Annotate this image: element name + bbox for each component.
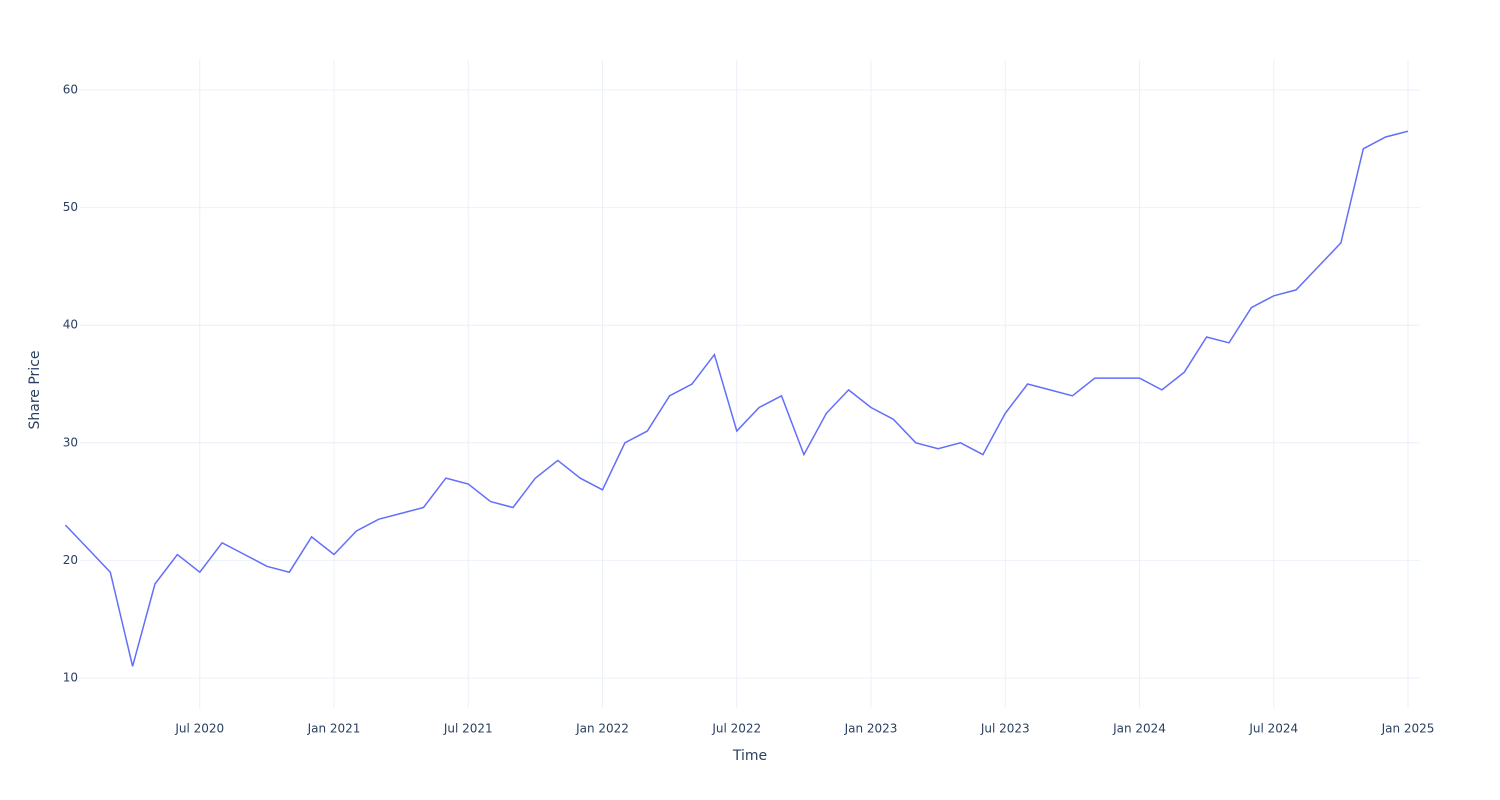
x-tick-label: Jan 2021 <box>307 722 361 736</box>
y-tick-label: 40 <box>63 318 78 332</box>
y-tick-label: 30 <box>63 435 78 449</box>
x-tick-label: Jul 2023 <box>980 722 1030 736</box>
y-tick-label: 50 <box>63 200 78 214</box>
y-tick-label: 20 <box>63 553 78 567</box>
x-axis-title: Time <box>732 748 767 764</box>
x-tick-label: Jan 2022 <box>575 722 629 736</box>
y-tick-label: 10 <box>63 671 78 685</box>
x-tick-label: Jan 2024 <box>1112 722 1166 736</box>
x-tick-label: Jul 2024 <box>1248 722 1298 736</box>
x-tick-label: Jan 2023 <box>844 722 898 736</box>
x-tick-label: Jul 2020 <box>174 722 224 736</box>
y-axis-title: Share Price <box>27 350 43 429</box>
x-tick-label: Jan 2025 <box>1381 722 1435 736</box>
x-tick-label: Jul 2021 <box>443 722 493 736</box>
x-tick-label: Jul 2022 <box>711 722 761 736</box>
price-line <box>64 130 1409 667</box>
y-tick-label: 60 <box>63 82 78 96</box>
